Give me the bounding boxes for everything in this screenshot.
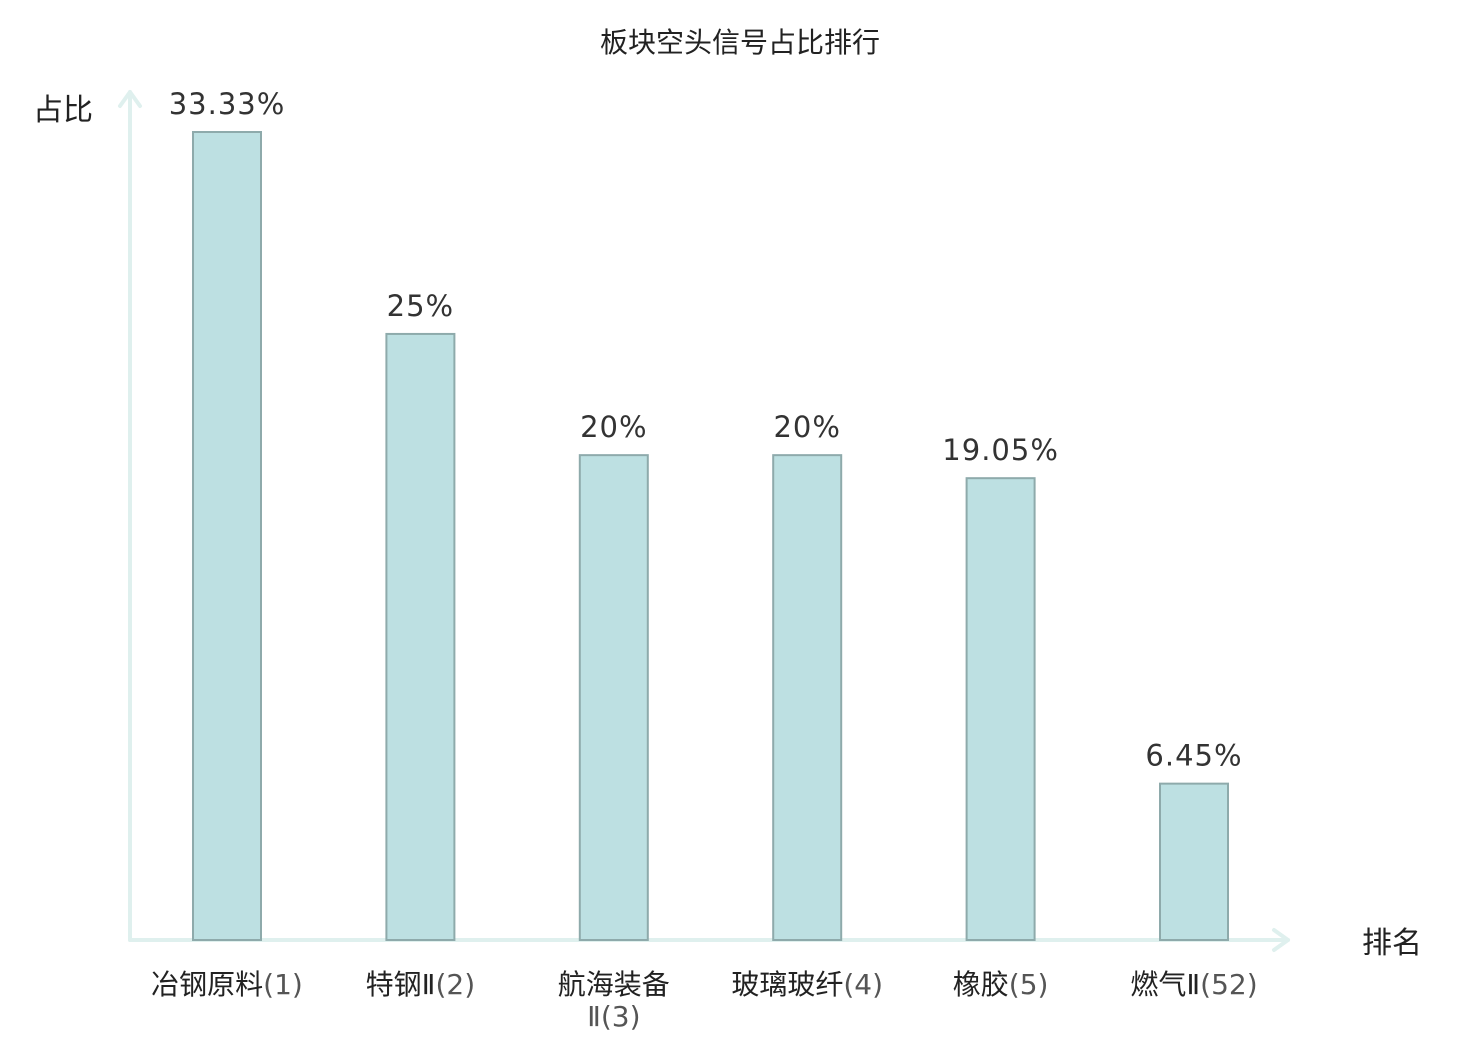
chart-title: 板块空头信号占比排行	[600, 26, 880, 59]
category-label-6: 燃气Ⅱ(52)	[1130, 968, 1257, 1001]
x-axis-arrow	[1272, 928, 1290, 952]
value-label-5: 19.05%	[942, 433, 1059, 467]
y-axis-arrow	[118, 90, 142, 108]
bar-6	[1159, 782, 1229, 941]
category-label-3-line-2: Ⅱ(3)	[587, 1000, 640, 1033]
category-label-3-line-1: 航海装备	[558, 968, 670, 1001]
x-axis-title: 排名	[1362, 926, 1422, 961]
bar-3	[578, 454, 649, 941]
value-label-3: 20%	[580, 410, 647, 444]
y-axis-title: 占比	[33, 93, 93, 128]
value-labels-group: 33.33% 25% 20% 20% 19.05% 6.45%	[169, 87, 1242, 773]
category-label-4: 玻璃玻纤(4)	[731, 968, 883, 1001]
bar-1	[192, 131, 262, 941]
category-label-2: 特钢Ⅱ(2)	[366, 968, 475, 1001]
category-label-1: 冶钢原料(1)	[151, 968, 303, 1001]
bar-5	[965, 477, 1036, 941]
value-label-2: 25%	[387, 289, 454, 323]
value-label-6: 6.45%	[1145, 739, 1242, 773]
category-label-5: 橡胶(5)	[953, 968, 1049, 1001]
value-label-1: 33.33%	[169, 87, 286, 121]
bars-group	[192, 131, 1229, 941]
bar-2	[385, 332, 456, 941]
value-label-4: 20%	[773, 410, 840, 444]
bar-4	[772, 454, 843, 941]
